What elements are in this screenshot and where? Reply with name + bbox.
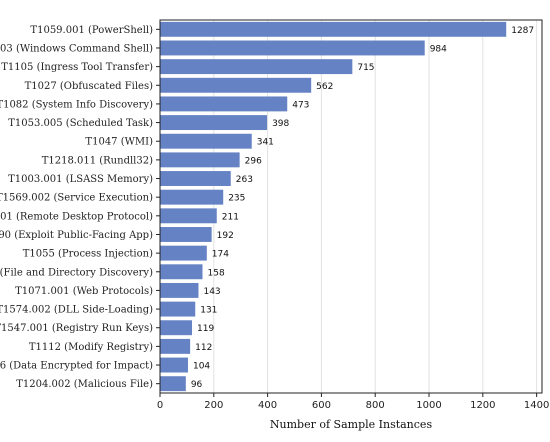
y-tick-label: T1059.003 (Windows Command Shell) (0, 43, 153, 54)
y-tick-label: T1486 (Data Encrypted for Impact) (0, 361, 153, 372)
bar-value-label: 562 (316, 82, 333, 92)
bar-value-label: 263 (236, 175, 253, 185)
bar (160, 208, 217, 224)
bar-value-label: 192 (217, 231, 234, 241)
bars (160, 21, 507, 392)
y-tick-label: T1569.002 (Service Execution) (0, 193, 153, 204)
bar (160, 245, 207, 261)
bar (160, 338, 191, 354)
bar-value-label: 119 (197, 324, 214, 334)
bar-value-label: 715 (357, 63, 374, 73)
bar (160, 171, 231, 186)
bar-value-label: 235 (228, 194, 245, 204)
y-tick-label: T1190 (Exploit Public-Facing App) (0, 230, 153, 241)
bar-value-label: 984 (430, 44, 447, 54)
y-tick-label: T1071.001 (Web Protocols) (15, 286, 153, 297)
bar (160, 59, 353, 75)
y-tick-label: T1055 (Process Injection) (23, 249, 153, 260)
bar (160, 282, 199, 298)
bar-value-label: 174 (212, 250, 229, 260)
y-tick-label: T1574.002 (DLL Side-Loading) (0, 305, 153, 316)
y-tick-label: T1059.001 (PowerShell) (30, 25, 153, 36)
x-tick-label: 400 (258, 400, 277, 411)
y-tick-label: T1021.001 (Remote Desktop Protocol) (0, 211, 153, 222)
bar (160, 115, 268, 131)
bar (160, 133, 252, 149)
y-tick-label: T1204.002 (Malicious File) (16, 379, 153, 390)
bar (160, 357, 188, 373)
bar (160, 320, 193, 336)
y-tick-label: T1027 (Obfuscated Files) (25, 81, 154, 92)
bar-value-label: 341 (257, 138, 274, 148)
bar (160, 152, 240, 168)
y-tick-label: T1112 (Modify Registry) (29, 342, 153, 353)
bar (160, 77, 312, 93)
grid-lines (159, 20, 538, 393)
y-tick-label: T1218.011 (Rundll32) (42, 155, 153, 166)
y-tick-label: T1105 (Ingress Tool Transfer) (1, 62, 153, 73)
y-tick-label: T1053.005 (Scheduled Task) (8, 118, 153, 129)
y-tick-label: T1547.001 (Registry Run Keys) (0, 323, 153, 334)
x-tick-label: 1400 (524, 400, 549, 411)
x-tick-label: 600 (312, 400, 331, 411)
y-tick-labels: T1059.001 (PowerShell) T1059.003 (Windows… (0, 25, 160, 390)
x-tick-label: 1000 (416, 400, 441, 411)
y-tick-label: T1083 (File and Directory Discovery) (0, 267, 153, 278)
bar-value-label: 158 (208, 268, 225, 278)
x-tick-label: 1200 (470, 400, 495, 411)
x-tick-label: 0 (157, 400, 163, 411)
y-tick-label: T1003.001 (LSASS Memory) (8, 174, 153, 185)
bar-value-label: 473 (292, 100, 309, 110)
x-tick-label: 800 (366, 400, 385, 411)
bar-value-label: 131 (200, 306, 217, 316)
x-axis-title: Number of Sample Instances (270, 418, 433, 431)
bar-value-label: 1287 (511, 26, 534, 36)
bar-value-label: 296 (245, 156, 262, 166)
bar-value-label: 398 (272, 119, 289, 129)
bar (160, 21, 507, 37)
bar (160, 301, 196, 317)
bar (160, 189, 224, 205)
bar (160, 96, 288, 112)
bar-value-label: 143 (203, 287, 220, 297)
y-tick-label: T1047 (WMI) (85, 137, 153, 148)
plot-frame (159, 19, 543, 394)
bar (160, 376, 186, 392)
bar-value-label: 112 (195, 343, 212, 353)
bar (160, 227, 212, 242)
bar-value-label: 211 (222, 212, 239, 222)
x-tick-labels: 0 200 400 600 800 1000 1200 1400 (157, 393, 549, 411)
bar-value-label: 104 (193, 362, 210, 372)
bar-value-label: 96 (191, 380, 203, 390)
x-tick-label: 200 (204, 400, 223, 411)
bar (160, 40, 425, 56)
y-tick-label: T1082 (System Info Discovery) (0, 99, 153, 110)
bar (160, 264, 203, 280)
